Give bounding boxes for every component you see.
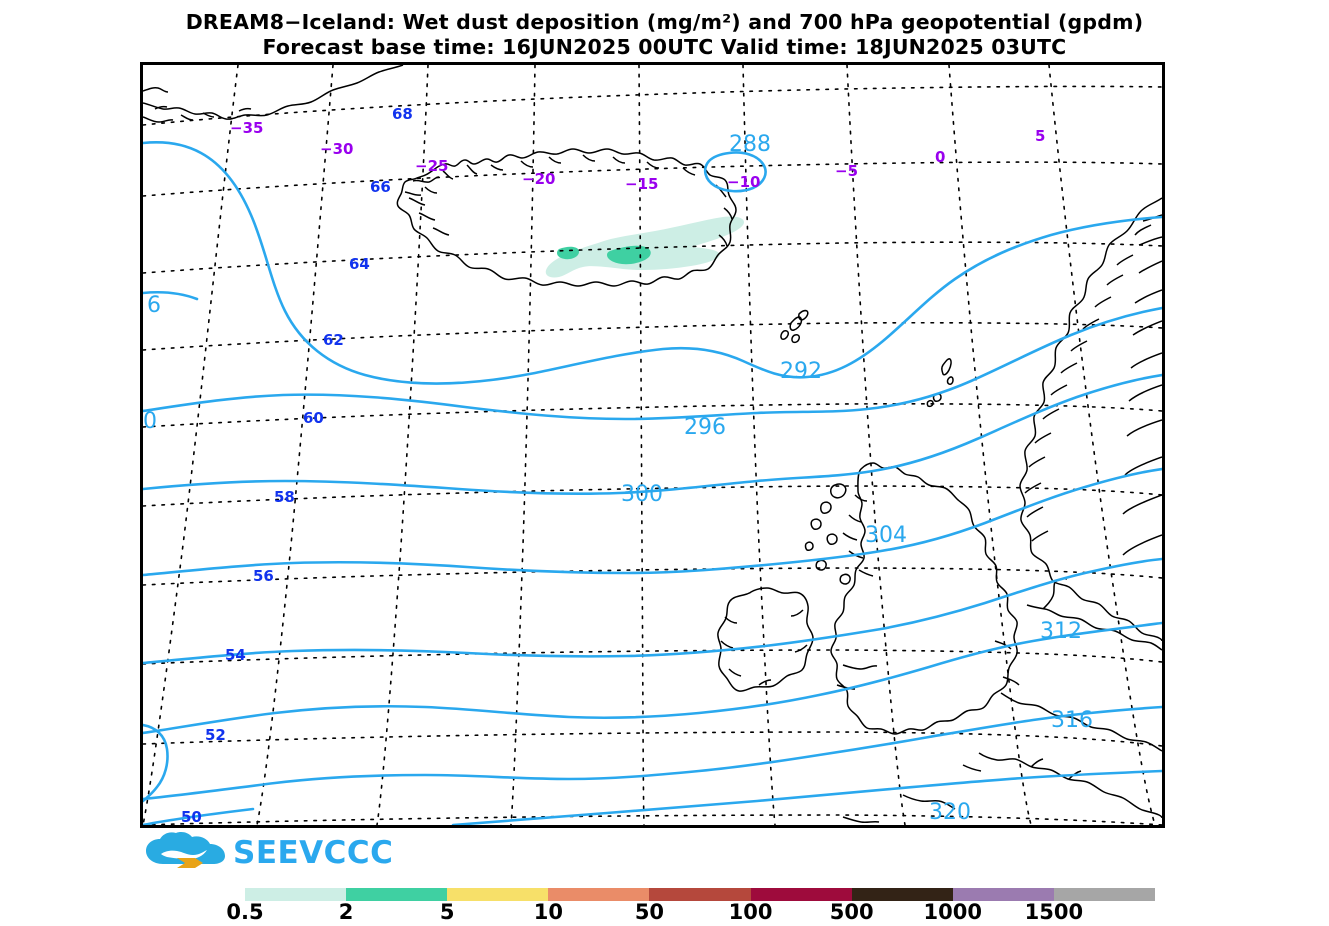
colorbar-segment-7: [952, 888, 1054, 901]
map-canvas: [143, 65, 1162, 825]
contour-label-3: 300: [621, 482, 663, 507]
contour-296: [143, 306, 1162, 421]
colorbar-label-4: 50: [634, 900, 665, 924]
latitude-label-5: 58: [274, 488, 295, 506]
coast-continental-europe: [842, 577, 1162, 824]
contour-304: [143, 467, 1162, 577]
coastlines: [143, 65, 1162, 824]
coast-faroe-islands: [780, 309, 809, 344]
contour-label-7: 320: [929, 800, 971, 825]
contour-316: [143, 705, 1162, 801]
dust-deposition-field: [545, 216, 745, 278]
colorbar-segment-6: [851, 888, 953, 901]
longitude-label-0: −35: [230, 119, 264, 137]
contour-320-left: [143, 807, 255, 825]
colorbar-label-1: 2: [338, 900, 354, 924]
seevccc-logo: SEEVCCC: [143, 832, 393, 874]
contour-300: [143, 373, 1162, 496]
page-title: DREAM8−Iceland: Wet dust deposition (mg/…: [0, 10, 1329, 60]
colorbar-segment-2: [447, 888, 549, 901]
longitude-label-2: −25: [415, 157, 449, 175]
coast-ireland: [717, 587, 814, 692]
colorbar-tick-labels: 0.5 2 5 10 50 100 500 1000 1500: [0, 900, 1329, 926]
longitude-label-6: −5: [835, 162, 859, 180]
coast-norway: [1019, 197, 1162, 642]
cloud-icon: [146, 832, 225, 868]
longitude-label-8: 5: [1035, 127, 1046, 145]
title-line-2: Forecast base time: 16JUN2025 00UTC Vali…: [262, 35, 1067, 59]
contour-label-1: 292: [780, 359, 822, 384]
colorbar-label-3: 10: [533, 900, 563, 924]
longitude-label-1: −30: [320, 140, 354, 158]
parallel-lines: [143, 85, 1162, 825]
colorbar-label-8: 1500: [1024, 900, 1084, 924]
coast-shetland-orkney: [926, 358, 954, 408]
colorbar-label-2: 5: [439, 900, 455, 924]
latitude-label-7: 54: [225, 646, 246, 664]
colorbar-segment-1: [346, 888, 448, 901]
contour-320: [451, 769, 1162, 825]
contour-288: [703, 151, 767, 193]
logo-text: SEEVCCC: [233, 835, 394, 871]
colorbar-segment-0: [245, 888, 347, 901]
contour-label-4: 304: [865, 523, 907, 548]
latitude-label-9: 50: [181, 808, 202, 826]
longitude-label-5: −10: [727, 173, 761, 191]
longitude-label-7: 0: [935, 148, 946, 166]
latitude-label-0: 68: [392, 105, 413, 123]
colorbar-label-5: 100: [728, 900, 773, 924]
latitude-label-1: 66: [370, 178, 391, 196]
contour-label-2: 296: [684, 415, 726, 440]
longitude-label-3: −20: [522, 170, 556, 188]
colorbar-label-6: 500: [829, 900, 874, 924]
contour-308: [143, 557, 1162, 665]
latitude-label-8: 52: [205, 726, 226, 744]
latitude-label-3: 62: [323, 331, 344, 349]
contour-label-6: 316: [1051, 708, 1093, 733]
coast-great-britain: [804, 462, 1020, 735]
contour-label-0: 288: [729, 132, 771, 157]
contour-label-9: 0: [143, 409, 157, 434]
contour-label-8: 6: [147, 293, 161, 318]
contour-label-5: 312: [1040, 619, 1082, 644]
colorbar-segment-5: [750, 888, 852, 901]
coast-greenland: [143, 65, 404, 123]
contour-292: [143, 141, 1162, 385]
colorbar: [245, 888, 1155, 901]
title-line-1: DREAM8−Iceland: Wet dust deposition (mg/…: [185, 10, 1144, 34]
map-frame[interactable]: −35 −30 −25 −20 −15 −10 −5 0 5 68 66 64 62 60 58 56 54 52…: [140, 62, 1165, 828]
latitude-label-6: 56: [253, 567, 274, 585]
colorbar-segment-4: [649, 888, 751, 901]
colorbar-segment-3: [548, 888, 650, 901]
contour-left-low: [143, 723, 169, 803]
meridian-lines: [143, 65, 1156, 825]
latitude-label-2: 64: [349, 255, 370, 273]
contour-312: [143, 621, 1162, 735]
colorbar-label-0: 0.5: [226, 900, 264, 924]
longitude-label-4: −15: [625, 175, 659, 193]
contour-284-edge: [143, 290, 199, 301]
colorbar-segment-8: [1053, 888, 1155, 901]
colorbar-label-7: 1000: [923, 900, 982, 924]
latitude-label-4: 60: [303, 409, 324, 427]
geopotential-contours: [143, 141, 1162, 825]
